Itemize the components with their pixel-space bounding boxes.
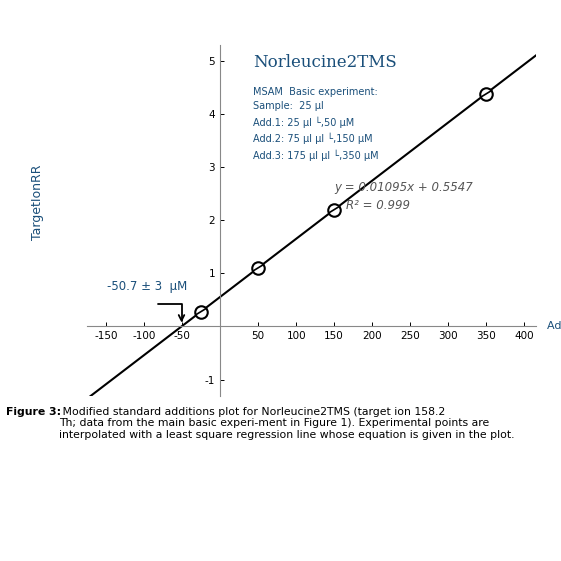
Text: R² = 0.999: R² = 0.999 bbox=[346, 199, 410, 211]
Text: Norleucine2TMS: Norleucine2TMS bbox=[253, 54, 397, 71]
Text: MSAM  Basic experiment:
Sample:  25 μl
Add.1: 25 μl └,50 μM
Add.2: 75 μl μl └,15: MSAM Basic experiment: Sample: 25 μl Add… bbox=[253, 87, 379, 161]
Text: Modified standard additions plot for Norleucine2TMS (target ion 158.2
Th; data f: Modified standard additions plot for Nor… bbox=[59, 407, 514, 440]
Text: y = 0.01095x + 0.5547: y = 0.01095x + 0.5547 bbox=[334, 181, 473, 194]
Text: TargetIonRR: TargetIonRR bbox=[31, 165, 44, 241]
Text: Figure 3:: Figure 3: bbox=[6, 407, 61, 417]
Text: -50.7 ± 3  μM: -50.7 ± 3 μM bbox=[108, 280, 188, 293]
Text: AddedConc. (μM): AddedConc. (μM) bbox=[547, 321, 561, 332]
